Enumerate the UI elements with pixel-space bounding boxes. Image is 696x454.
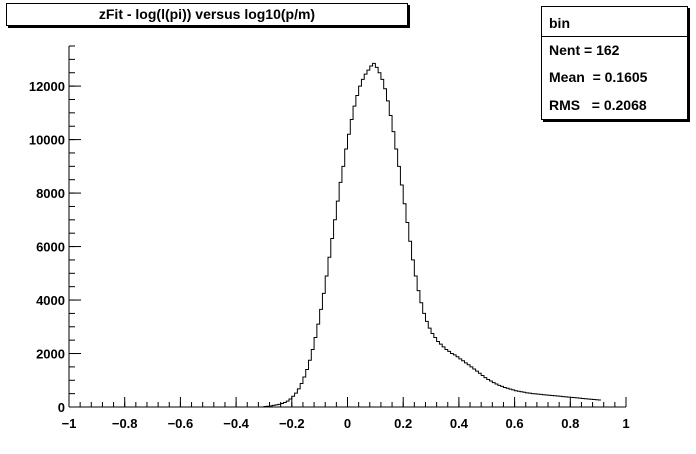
x-tick-label: 0.4 — [450, 416, 469, 431]
stats-histogram-name: bin — [549, 15, 570, 31]
y-tick-label: 4000 — [36, 293, 65, 308]
x-tick-label: −1 — [62, 416, 77, 431]
y-tick-label: 12000 — [29, 79, 65, 94]
y-tick-label: 10000 — [29, 133, 65, 148]
x-tick-label: −0.4 — [223, 416, 249, 431]
y-tick-label: 6000 — [36, 240, 65, 255]
x-tick-label: 0.6 — [506, 416, 524, 431]
x-tick-label: −0.8 — [112, 416, 138, 431]
x-tick-label: 0.8 — [561, 416, 579, 431]
x-tick-label: 0 — [344, 416, 351, 431]
y-tick-label: 0 — [58, 400, 65, 415]
y-tick-label: 8000 — [36, 186, 65, 201]
stats-entries: Nent = 162 — [549, 42, 620, 58]
stats-mean: Mean = 0.1605 — [549, 69, 648, 85]
x-tick-label: 0.2 — [394, 416, 412, 431]
plot-title: zFit - log(l(pi)) versus log10(p/m) — [6, 3, 408, 26]
stats-rms: RMS = 0.2068 — [549, 97, 647, 113]
x-tick-label: −0.2 — [279, 416, 305, 431]
x-tick-label: −0.6 — [168, 416, 194, 431]
histogram-series — [263, 62, 601, 407]
stats-box: bin Nent = 162 Mean = 0.1605 RMS = 0.206… — [541, 6, 688, 120]
stats-separator — [542, 36, 687, 37]
x-tick-label: 1 — [622, 416, 629, 431]
y-tick-label: 2000 — [36, 347, 65, 362]
